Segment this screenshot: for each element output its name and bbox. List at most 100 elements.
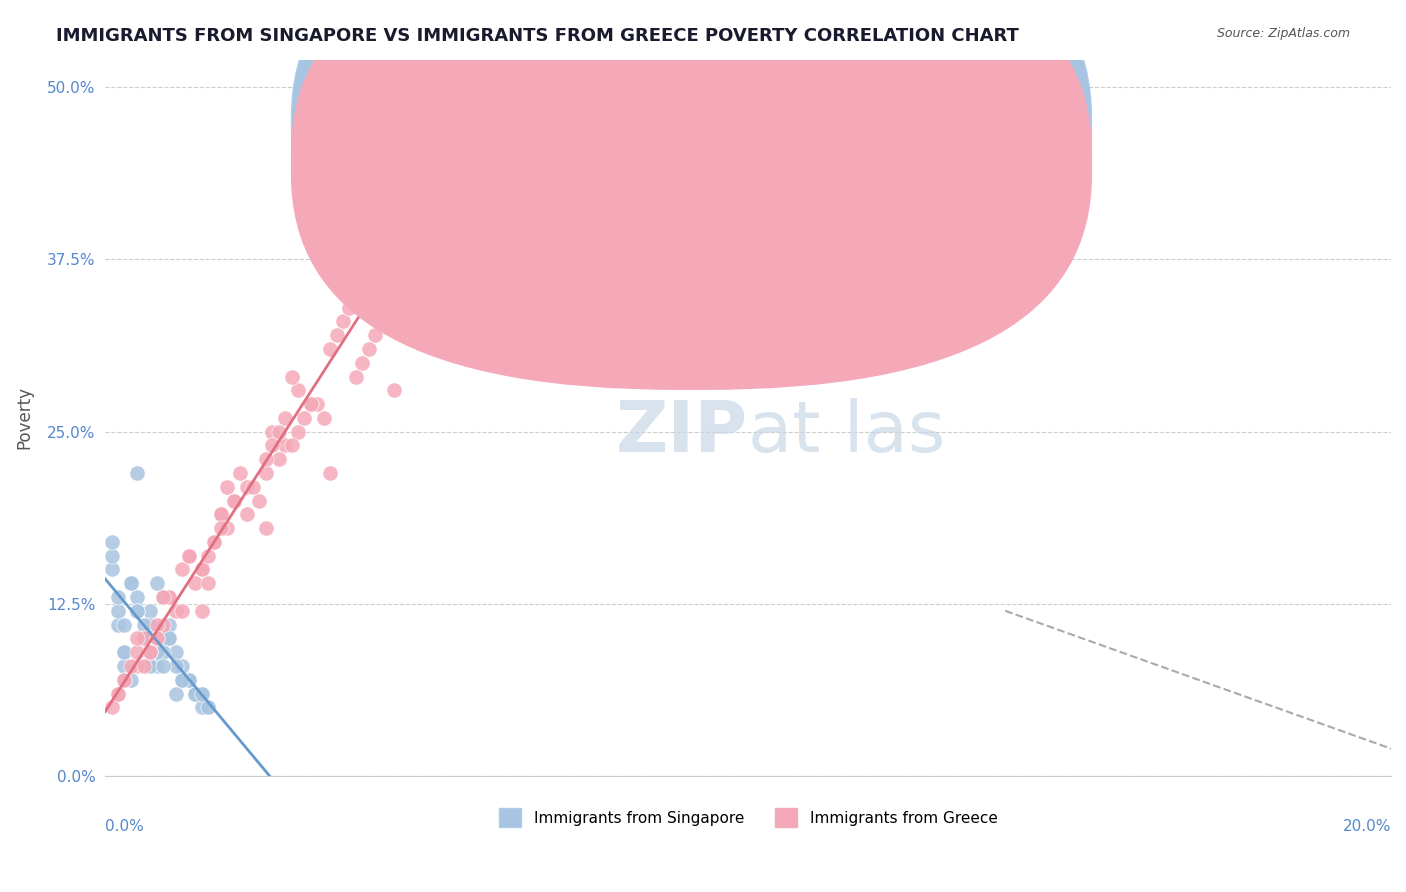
Point — [139, 617, 162, 632]
Point — [235, 480, 257, 494]
Text: 20.0%: 20.0% — [1343, 819, 1391, 834]
Point — [332, 314, 354, 328]
Point — [127, 632, 149, 646]
Point — [190, 686, 212, 700]
Point — [107, 686, 129, 700]
Point — [107, 617, 129, 632]
Point — [132, 617, 155, 632]
Point — [217, 480, 239, 494]
Point — [177, 673, 200, 687]
Point — [177, 673, 200, 687]
Point — [274, 438, 297, 452]
Point — [332, 273, 354, 287]
Point — [107, 590, 129, 604]
Point — [184, 686, 207, 700]
Point — [370, 301, 392, 315]
Point — [235, 508, 257, 522]
Text: R =  0.571   N = 84: R = 0.571 N = 84 — [716, 156, 889, 171]
Point — [312, 410, 335, 425]
Point — [267, 425, 290, 439]
Point — [177, 549, 200, 563]
Point — [287, 384, 309, 398]
Point — [152, 617, 174, 632]
Point — [157, 632, 180, 646]
Y-axis label: Poverty: Poverty — [15, 386, 32, 450]
FancyBboxPatch shape — [291, 0, 1091, 389]
Point — [209, 508, 232, 522]
Point — [112, 645, 135, 659]
Point — [139, 645, 162, 659]
Point — [190, 604, 212, 618]
Point — [280, 438, 302, 452]
Point — [132, 632, 155, 646]
Text: IMMIGRANTS FROM SINGAPORE VS IMMIGRANTS FROM GREECE POVERTY CORRELATION CHART: IMMIGRANTS FROM SINGAPORE VS IMMIGRANTS … — [56, 27, 1019, 45]
Point — [184, 576, 207, 591]
Point — [157, 632, 180, 646]
Point — [172, 659, 194, 673]
Point — [364, 328, 387, 343]
Point — [222, 493, 245, 508]
Point — [364, 286, 387, 301]
Point — [197, 549, 219, 563]
Point — [222, 493, 245, 508]
Point — [145, 632, 167, 646]
Text: at las: at las — [748, 398, 945, 467]
Point — [325, 328, 347, 343]
Point — [152, 645, 174, 659]
Point — [249, 493, 271, 508]
Point — [299, 397, 322, 411]
FancyBboxPatch shape — [658, 103, 1043, 202]
Point — [202, 535, 225, 549]
Point — [100, 700, 122, 714]
Point — [107, 604, 129, 618]
Point — [172, 673, 194, 687]
Point — [112, 645, 135, 659]
Point — [139, 645, 162, 659]
Point — [294, 410, 316, 425]
Point — [127, 645, 149, 659]
Point — [145, 632, 167, 646]
Point — [357, 342, 380, 356]
Point — [177, 549, 200, 563]
Point — [202, 535, 225, 549]
Point — [319, 342, 342, 356]
Text: 0.0%: 0.0% — [105, 819, 143, 834]
Point — [132, 659, 155, 673]
Point — [190, 562, 212, 576]
Point — [127, 466, 149, 480]
Point — [100, 535, 122, 549]
Point — [100, 549, 122, 563]
Point — [177, 673, 200, 687]
Point — [325, 218, 347, 232]
Point — [262, 425, 284, 439]
Point — [165, 686, 187, 700]
Text: R = -0.279   N = 52: R = -0.279 N = 52 — [716, 120, 889, 136]
Point — [339, 286, 361, 301]
Point — [157, 590, 180, 604]
Point — [197, 576, 219, 591]
Point — [262, 438, 284, 452]
Point — [120, 659, 142, 673]
Point — [254, 452, 277, 467]
Point — [389, 190, 412, 204]
Point — [197, 700, 219, 714]
Point — [299, 397, 322, 411]
Point — [190, 562, 212, 576]
Point — [112, 659, 135, 673]
Point — [127, 659, 149, 673]
Point — [307, 397, 329, 411]
Point — [384, 384, 406, 398]
Point — [165, 604, 187, 618]
Point — [139, 645, 162, 659]
Point — [254, 521, 277, 535]
Point — [100, 562, 122, 576]
Point — [344, 245, 367, 260]
Point — [112, 617, 135, 632]
Text: Source: ZipAtlas.com: Source: ZipAtlas.com — [1216, 27, 1350, 40]
Point — [120, 576, 142, 591]
Legend: Immigrants from Singapore, Immigrants from Greece: Immigrants from Singapore, Immigrants fr… — [492, 802, 1004, 833]
Point — [287, 425, 309, 439]
Point — [242, 480, 264, 494]
Point — [352, 260, 374, 274]
Point — [139, 659, 162, 673]
